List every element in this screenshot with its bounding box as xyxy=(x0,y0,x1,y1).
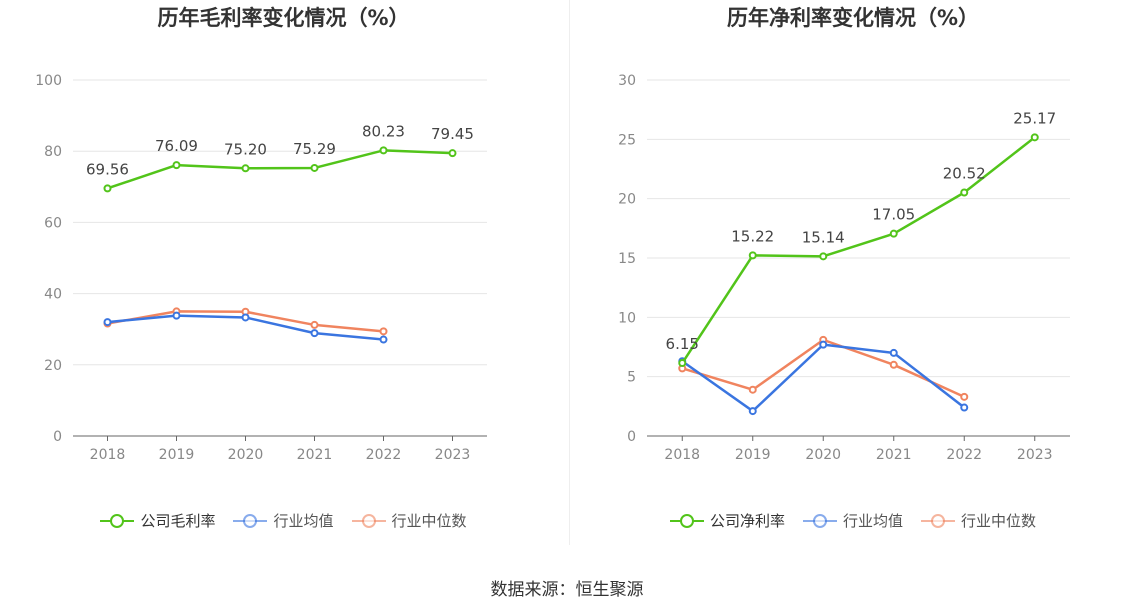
data-point xyxy=(748,251,757,260)
data-point xyxy=(960,188,969,197)
data-label: 25.17 xyxy=(1013,109,1056,127)
x-tick-label: 2019 xyxy=(159,447,195,463)
legend-item-industry-avg[interactable]: 行业均值 xyxy=(802,510,903,531)
panel-divider xyxy=(569,0,570,545)
x-tick-label: 2018 xyxy=(664,447,700,463)
data-point xyxy=(310,329,319,338)
legend-marker-icon xyxy=(921,513,955,529)
y-tick-label: 5 xyxy=(627,370,636,386)
legend-marker-icon xyxy=(669,513,704,529)
legend: 公司毛利率 行业均值 行业中位数 xyxy=(0,510,567,531)
y-tick-label: 15 xyxy=(618,251,636,267)
data-point xyxy=(889,229,898,238)
legend-marker-icon xyxy=(351,513,386,529)
data-label: 17.05 xyxy=(872,206,915,224)
legend-marker-icon xyxy=(233,513,268,529)
legend-marker-icon xyxy=(802,513,837,529)
data-point xyxy=(748,385,757,394)
x-tick-label: 2023 xyxy=(1017,447,1053,463)
series-line xyxy=(681,136,1036,364)
y-tick-label: 30 xyxy=(618,73,636,89)
x-tick-label: 2020 xyxy=(805,447,841,463)
data-label: 20.52 xyxy=(943,164,986,182)
net-margin-plot: 0 5 10 15 20 25 30 2018 2019 2020 2021 2022 2023 6.15… xyxy=(618,73,1070,463)
data-label: 15.14 xyxy=(802,228,845,246)
data-label: 75.20 xyxy=(224,140,267,158)
data-point xyxy=(960,403,969,412)
data-point xyxy=(448,149,457,158)
legend-item-company[interactable]: 公司毛利率 xyxy=(100,510,215,531)
data-point xyxy=(172,161,181,170)
data-point xyxy=(241,313,250,322)
data-label: 69.56 xyxy=(86,160,129,178)
net-margin-chart-panel: 历年净利率变化情况（%） 0 5 10 15 20 25 30 2018 2019 2020 202… xyxy=(572,0,1134,560)
data-point xyxy=(310,320,319,329)
legend-item-company[interactable]: 公司净利率 xyxy=(669,510,785,531)
legend-item-industry-median[interactable]: 行业中位数 xyxy=(921,510,1036,531)
data-point xyxy=(379,146,388,155)
data-point xyxy=(310,163,319,172)
x-tick-label: 2023 xyxy=(435,447,471,463)
chart-title: 历年毛利率变化情况（%） xyxy=(157,6,410,30)
data-point xyxy=(241,164,250,173)
data-point xyxy=(889,348,898,357)
x-tick-label: 2020 xyxy=(228,447,264,463)
legend: 公司净利率 行业均值 行业中位数 xyxy=(572,510,1134,531)
data-point xyxy=(1030,133,1039,142)
legend-item-industry-median[interactable]: 行业中位数 xyxy=(351,510,467,531)
data-point xyxy=(172,311,181,320)
data-point xyxy=(889,360,898,369)
x-tick-label: 2022 xyxy=(946,447,982,463)
series-line xyxy=(107,149,453,190)
x-tick-label: 2019 xyxy=(735,447,771,463)
legend-label: 行业均值 xyxy=(842,512,903,530)
data-point xyxy=(960,392,969,401)
data-label: 75.29 xyxy=(293,140,336,158)
y-tick-label: 100 xyxy=(35,73,62,89)
data-label: 76.09 xyxy=(155,137,198,155)
data-label: 79.45 xyxy=(431,125,474,143)
data-point xyxy=(819,252,828,261)
x-tick-label: 2021 xyxy=(876,447,912,463)
x-tick-label: 2021 xyxy=(297,447,333,463)
gross-margin-chart-panel: 历年毛利率变化情况（%） 0 20 40 60 80 100 2018 2019 2020 202… xyxy=(0,0,567,560)
data-point xyxy=(678,359,687,368)
legend-label: 公司毛利率 xyxy=(140,512,216,530)
data-label: 80.23 xyxy=(362,122,405,140)
data-point xyxy=(103,184,112,193)
data-point xyxy=(379,327,388,336)
y-tick-label: 0 xyxy=(627,429,636,445)
data-point xyxy=(103,318,112,327)
data-point xyxy=(379,335,388,344)
legend-label: 公司净利率 xyxy=(709,512,785,530)
y-tick-label: 0 xyxy=(53,429,62,445)
legend-label: 行业中位数 xyxy=(391,512,467,530)
y-tick-label: 20 xyxy=(618,192,636,208)
y-tick-label: 40 xyxy=(44,287,62,303)
gross-margin-plot: 0 20 40 60 80 100 2018 2019 2020 2021 2022 2023 69.5… xyxy=(35,73,487,463)
data-label: 6.15 xyxy=(666,335,699,353)
data-point xyxy=(819,340,828,349)
legend-label: 行业中位数 xyxy=(961,512,1037,530)
data-label: 15.22 xyxy=(731,227,774,245)
y-tick-label: 80 xyxy=(44,144,62,160)
legend-label: 行业均值 xyxy=(273,512,334,530)
x-tick-label: 2022 xyxy=(366,447,402,463)
x-tick-label: 2018 xyxy=(90,447,126,463)
legend-marker-icon xyxy=(100,513,135,529)
y-tick-label: 25 xyxy=(618,132,636,148)
y-tick-label: 60 xyxy=(44,215,62,231)
y-tick-label: 20 xyxy=(44,358,62,374)
data-source: 数据来源：恒生聚源 xyxy=(490,580,644,600)
data-point xyxy=(748,407,757,416)
chart-title: 历年净利率变化情况（%） xyxy=(726,6,980,30)
y-tick-label: 10 xyxy=(618,310,636,326)
legend-item-industry-avg[interactable]: 行业均值 xyxy=(233,510,334,531)
